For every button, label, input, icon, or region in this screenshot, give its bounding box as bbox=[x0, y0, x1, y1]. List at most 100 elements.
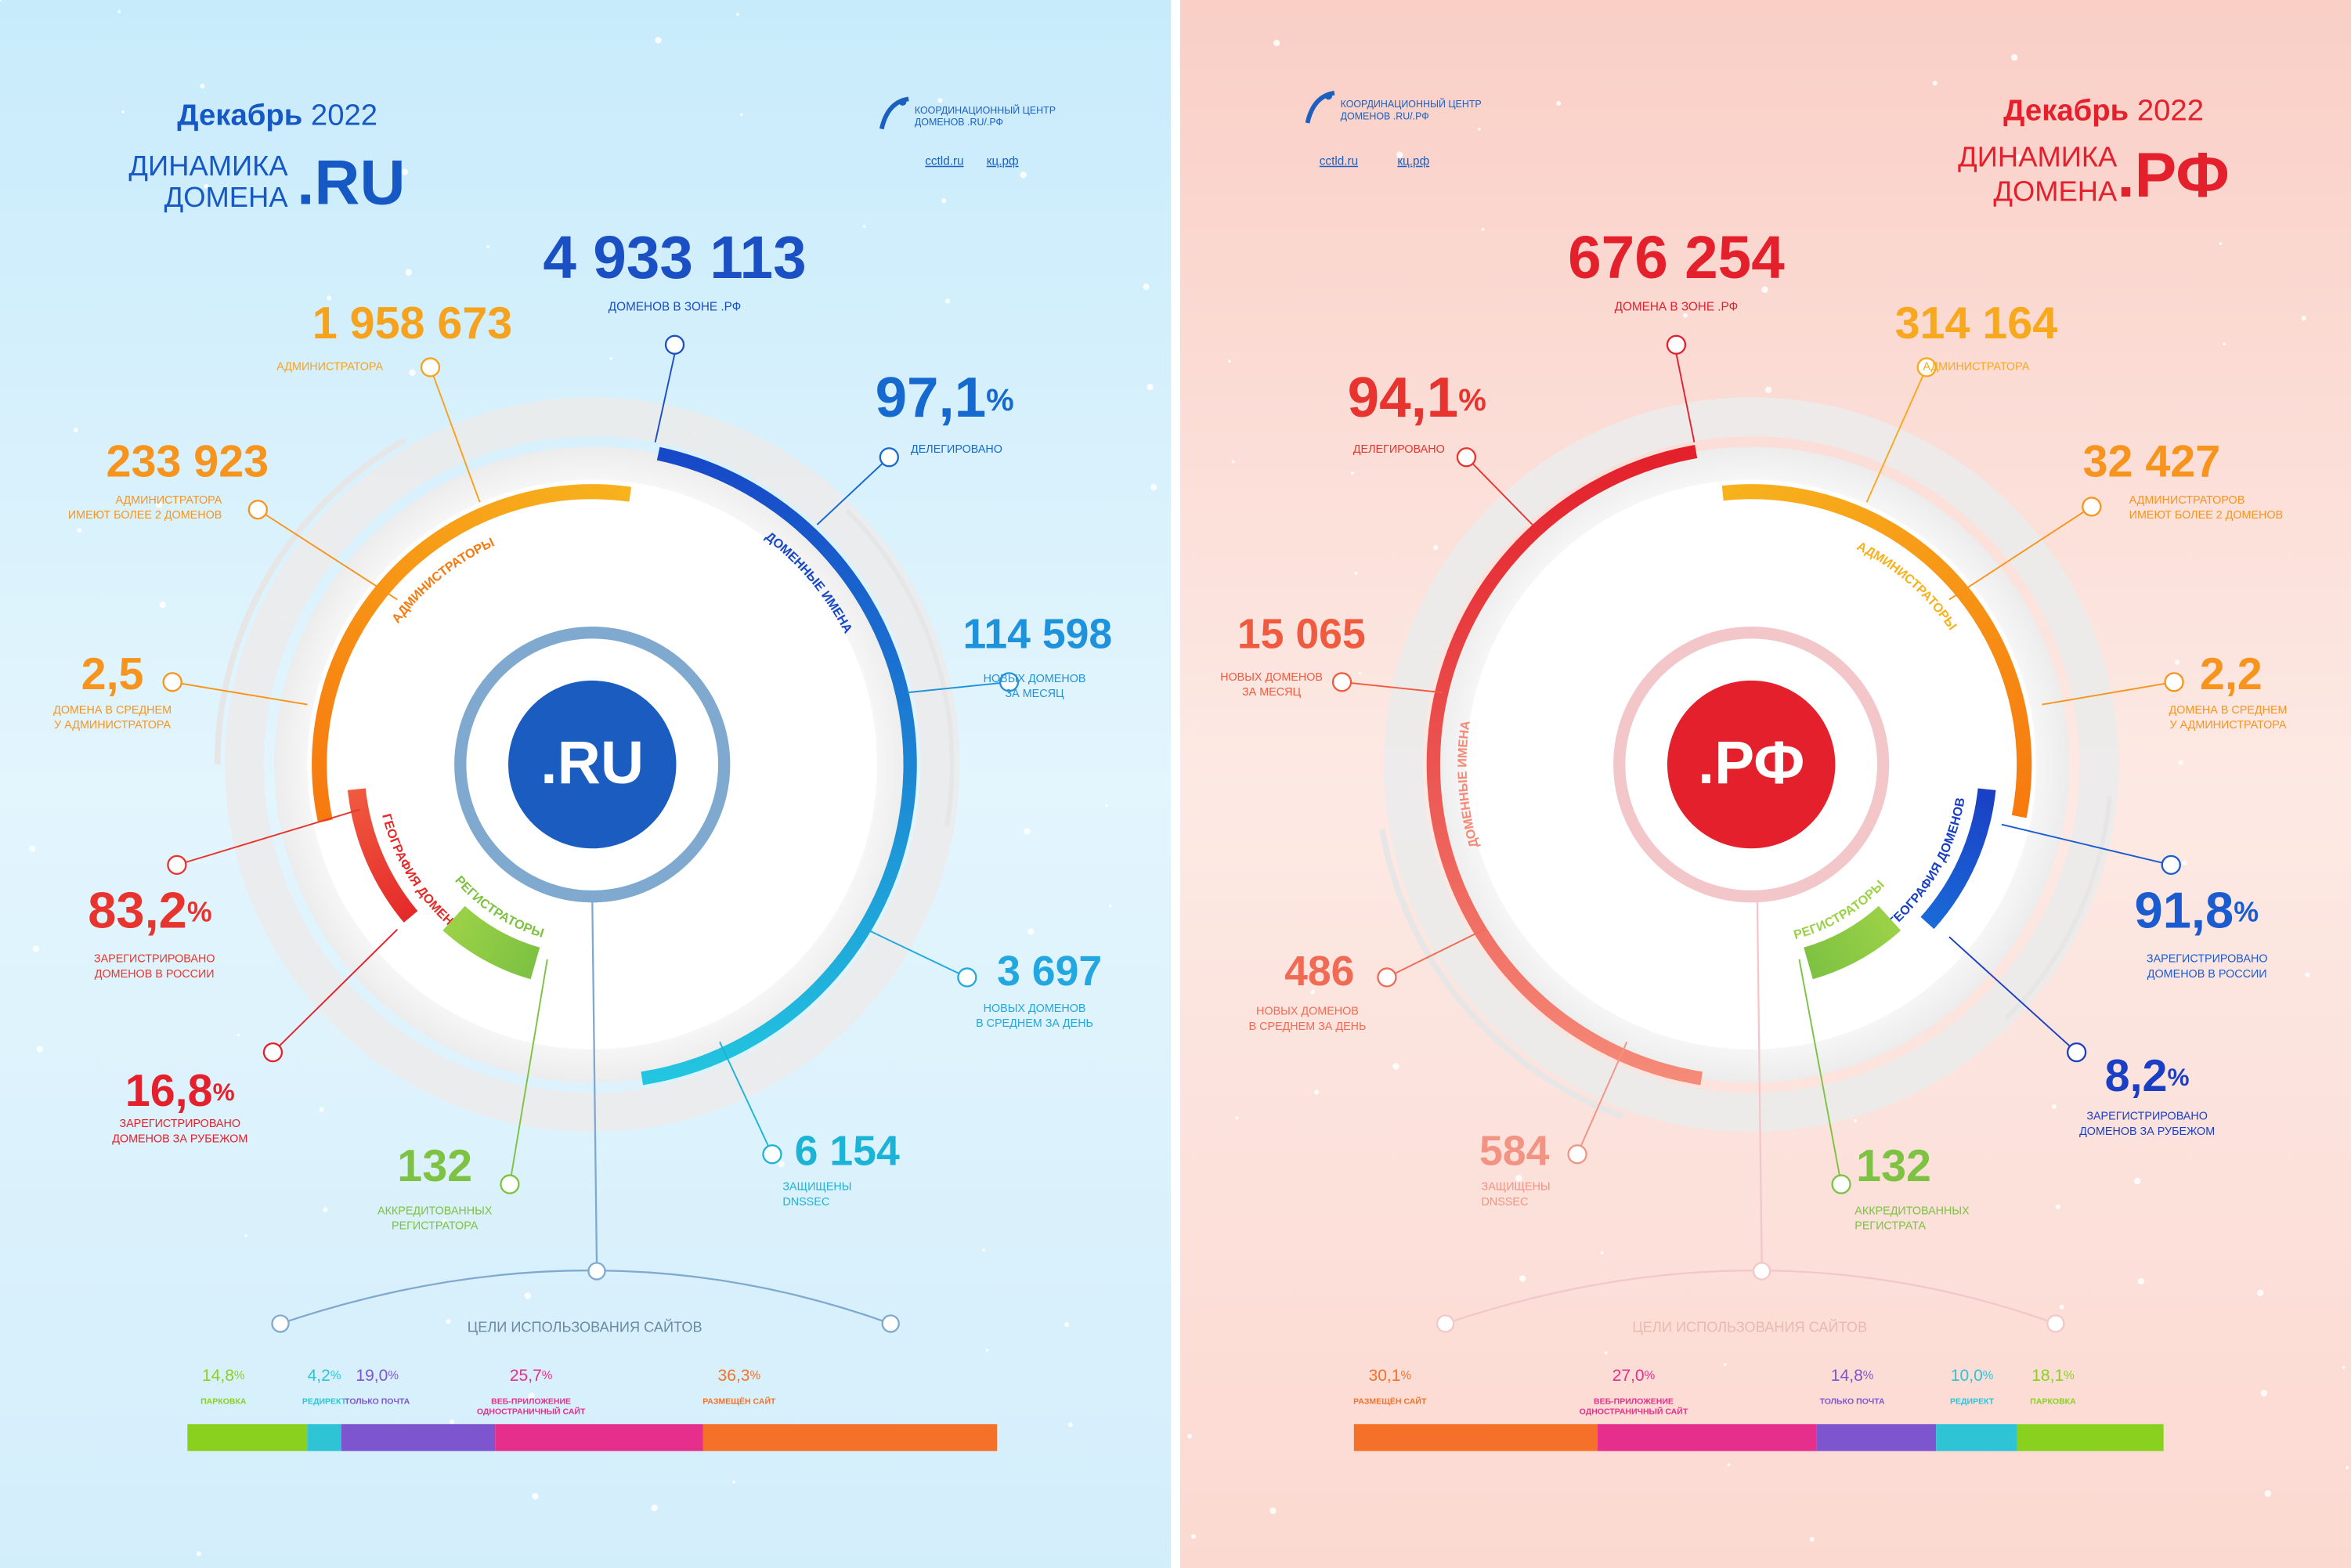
connector-dot bbox=[2164, 672, 2184, 692]
connector-dot bbox=[1916, 357, 1937, 378]
stat-unit: % bbox=[2167, 1063, 2189, 1091]
snow-dot bbox=[1108, 904, 1112, 908]
stat-label: ДОМЕНОВ В РОССИИ bbox=[2147, 968, 2267, 981]
usage-unit: % bbox=[388, 1369, 399, 1382]
snow-dot bbox=[1231, 460, 1235, 464]
snow-dot bbox=[1105, 804, 1108, 807]
usage-unit: % bbox=[542, 1369, 553, 1382]
snow-dot bbox=[1682, 313, 1688, 318]
snow-dot bbox=[985, 1348, 989, 1352]
stat-label: ДОМЕНОВ ЗА РУБЕЖОМ bbox=[2079, 1125, 2215, 1138]
stat-number: 132 bbox=[1856, 1141, 1931, 1191]
stat-label: ЗАРЕГИСТРИРОВАНО bbox=[2086, 1111, 2208, 1123]
month: Декабрь bbox=[2003, 94, 2129, 128]
stat-number: 91,8 bbox=[2135, 882, 2234, 939]
usage-number: 27,0 bbox=[1612, 1367, 1645, 1385]
connector-dot bbox=[999, 672, 1020, 692]
connector-dot bbox=[762, 1144, 782, 1165]
link: кц.рф bbox=[1397, 155, 1429, 168]
total-value: 676 254 bbox=[1568, 225, 1785, 291]
outer-arc bbox=[214, 437, 406, 765]
snow-dot bbox=[73, 428, 78, 433]
stat-value: 486 bbox=[1284, 948, 1354, 995]
usage-value: 30,1% bbox=[1368, 1367, 1411, 1385]
stat-label: АДМИНИСТРАТОРОВ bbox=[2129, 494, 2245, 507]
snow-dot bbox=[2260, 1389, 2268, 1397]
logo-text: ДОМЕНОВ .RU/.РФ bbox=[1341, 111, 1429, 122]
center-tail bbox=[1703, 883, 1799, 903]
stat-label: ЗАРЕГИСТРИРОВАНО bbox=[119, 1118, 240, 1130]
usage-segment bbox=[341, 1424, 496, 1451]
stat-label: АККРЕДИТОВАННЫХ bbox=[1854, 1205, 1970, 1217]
snow-dot bbox=[409, 369, 416, 377]
snow-dot bbox=[609, 356, 613, 360]
usage-value: 10,0% bbox=[1951, 1367, 1994, 1385]
stat-label: ДЕЛЕГИРОВАНО bbox=[1353, 443, 1445, 456]
snow-dot bbox=[1481, 227, 1485, 231]
connector-dot bbox=[2067, 1042, 2087, 1063]
snow-dot bbox=[240, 1133, 244, 1137]
stat-unit: % bbox=[2234, 897, 2259, 928]
usage-dot bbox=[2046, 1314, 2065, 1333]
snow-dot bbox=[2055, 1204, 2060, 1209]
snow-dot bbox=[528, 1393, 535, 1400]
total-label: ДОМЕНА В ЗОНЕ .РФ bbox=[1615, 300, 1739, 313]
connector-dot bbox=[1331, 672, 1352, 692]
stat-value: 91,8% bbox=[2135, 882, 2259, 939]
usage-name: РАЗМЕЩЁН САЙТ bbox=[702, 1396, 776, 1406]
snow-dot bbox=[524, 1292, 532, 1299]
stat-label: РЕГИСТРАТОРА bbox=[392, 1219, 479, 1232]
snow-dot bbox=[319, 1107, 324, 1112]
stat-label: ЗАЩИЩЕНЫ bbox=[1482, 1181, 1551, 1194]
outer-arc bbox=[845, 508, 955, 828]
snow-dot bbox=[200, 83, 205, 89]
snow-dot bbox=[1147, 383, 1154, 391]
usage-number: 19,0 bbox=[356, 1367, 388, 1385]
snow-dot bbox=[32, 945, 40, 952]
snow-dot bbox=[1235, 1116, 1239, 1120]
stat-label: НОВЫХ ДОМЕНОВ bbox=[1256, 1006, 1359, 1018]
stat-label: DNSSEC bbox=[1482, 1196, 1529, 1209]
stat-value: 94,1% bbox=[1348, 366, 1486, 429]
connector-dot bbox=[2082, 497, 2102, 517]
snow-dot bbox=[237, 1033, 240, 1037]
usage-unit: % bbox=[1863, 1369, 1874, 1382]
connector-dot bbox=[1666, 334, 1687, 355]
stat-value: 114 598 bbox=[962, 611, 1112, 658]
snow-dot bbox=[1761, 286, 1768, 293]
snow-dot bbox=[532, 1493, 539, 1500]
domain-title: .РФ bbox=[2117, 140, 2230, 211]
usage-dot bbox=[587, 1262, 606, 1281]
connector-dot bbox=[167, 854, 187, 875]
snow-dot bbox=[736, 13, 739, 16]
center-badge bbox=[1661, 674, 1842, 854]
stat-number: 584 bbox=[1479, 1128, 1550, 1175]
stat-value: 314 164 bbox=[1895, 298, 2058, 349]
snow-dot bbox=[1067, 1422, 1074, 1428]
connector-dot bbox=[2161, 854, 2181, 875]
usage-unit: % bbox=[750, 1369, 761, 1382]
snow-dot bbox=[778, 1160, 785, 1168]
stat-value: 16,8% bbox=[125, 1066, 235, 1116]
stat-number: 114 598 bbox=[962, 611, 1112, 658]
stat-value: 97,1% bbox=[876, 366, 1014, 429]
stat-label: НОВЫХ ДОМЕНОВ bbox=[984, 673, 1086, 685]
snow-dot bbox=[2301, 316, 2306, 321]
snow-dot bbox=[2346, 1466, 2349, 1469]
connector-dot bbox=[262, 1042, 283, 1063]
stat-number: 97,1 bbox=[876, 366, 987, 429]
ring-arc bbox=[312, 484, 632, 823]
connector bbox=[2042, 681, 2175, 706]
snow-dot bbox=[244, 1234, 247, 1237]
logo-dot bbox=[898, 98, 907, 106]
connector bbox=[719, 1041, 773, 1155]
connector bbox=[1386, 928, 1485, 978]
stem bbox=[1756, 896, 1763, 1263]
stat-number: 1 958 673 bbox=[312, 298, 512, 349]
connector-dot bbox=[162, 672, 182, 692]
snow-dot bbox=[1150, 484, 1157, 491]
snow-dot bbox=[204, 183, 209, 189]
stat-value: 8,2% bbox=[2105, 1051, 2190, 1101]
usage-name: ПАРКОВКА bbox=[2030, 1396, 2076, 1406]
